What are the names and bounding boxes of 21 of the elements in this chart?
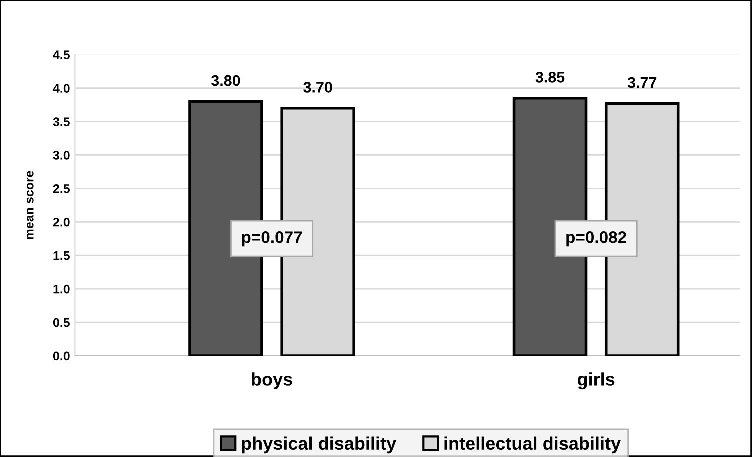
data-label: 3.85 xyxy=(536,72,565,83)
text: 0.5 xyxy=(53,318,70,328)
text: 1.0 xyxy=(54,284,70,294)
legend-label: intellectual disability xyxy=(444,436,621,454)
text: 3.0 xyxy=(53,151,70,160)
x-tick-label: girls xyxy=(578,372,615,390)
data-label: 3.77 xyxy=(628,77,657,88)
text: 4.0 xyxy=(53,84,70,93)
data-label: 3.80 xyxy=(211,75,240,86)
text: 3.5 xyxy=(53,118,70,126)
text: 4.5 xyxy=(53,50,70,60)
text: 2.0 xyxy=(53,218,70,227)
text: 0.0 xyxy=(53,352,70,361)
data-label: 3.70 xyxy=(304,82,332,93)
annotation: p=0.082 xyxy=(566,232,626,247)
legend-label: physical disability xyxy=(242,436,396,454)
text: 1.5 xyxy=(54,252,70,260)
x-tick-label: boys xyxy=(252,372,292,390)
y-axis-title: mean score xyxy=(26,171,34,240)
annotation: p=0.077 xyxy=(242,232,302,247)
text: 2.5 xyxy=(53,184,70,194)
